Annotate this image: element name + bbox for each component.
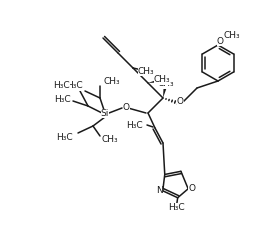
Text: H₃C: H₃C — [53, 80, 70, 89]
Text: H₃C: H₃C — [66, 82, 83, 91]
Text: CH₃: CH₃ — [102, 136, 119, 145]
Text: O: O — [123, 103, 129, 112]
Text: H₃C: H₃C — [54, 94, 71, 103]
Text: CH₃: CH₃ — [224, 30, 240, 40]
Text: H₃C: H₃C — [56, 133, 73, 142]
Text: O: O — [176, 97, 183, 106]
Polygon shape — [148, 79, 158, 83]
Text: CH₃: CH₃ — [138, 67, 154, 76]
Text: H₃C: H₃C — [126, 121, 143, 130]
Polygon shape — [163, 88, 167, 98]
Text: Si: Si — [101, 109, 109, 118]
Text: CH₃: CH₃ — [154, 76, 170, 85]
Text: H₃C: H₃C — [168, 203, 185, 212]
Text: O: O — [188, 184, 195, 193]
Text: CH₃: CH₃ — [158, 79, 174, 88]
Text: N: N — [156, 186, 163, 195]
Text: O: O — [216, 36, 223, 46]
Text: CH₃: CH₃ — [103, 76, 120, 85]
